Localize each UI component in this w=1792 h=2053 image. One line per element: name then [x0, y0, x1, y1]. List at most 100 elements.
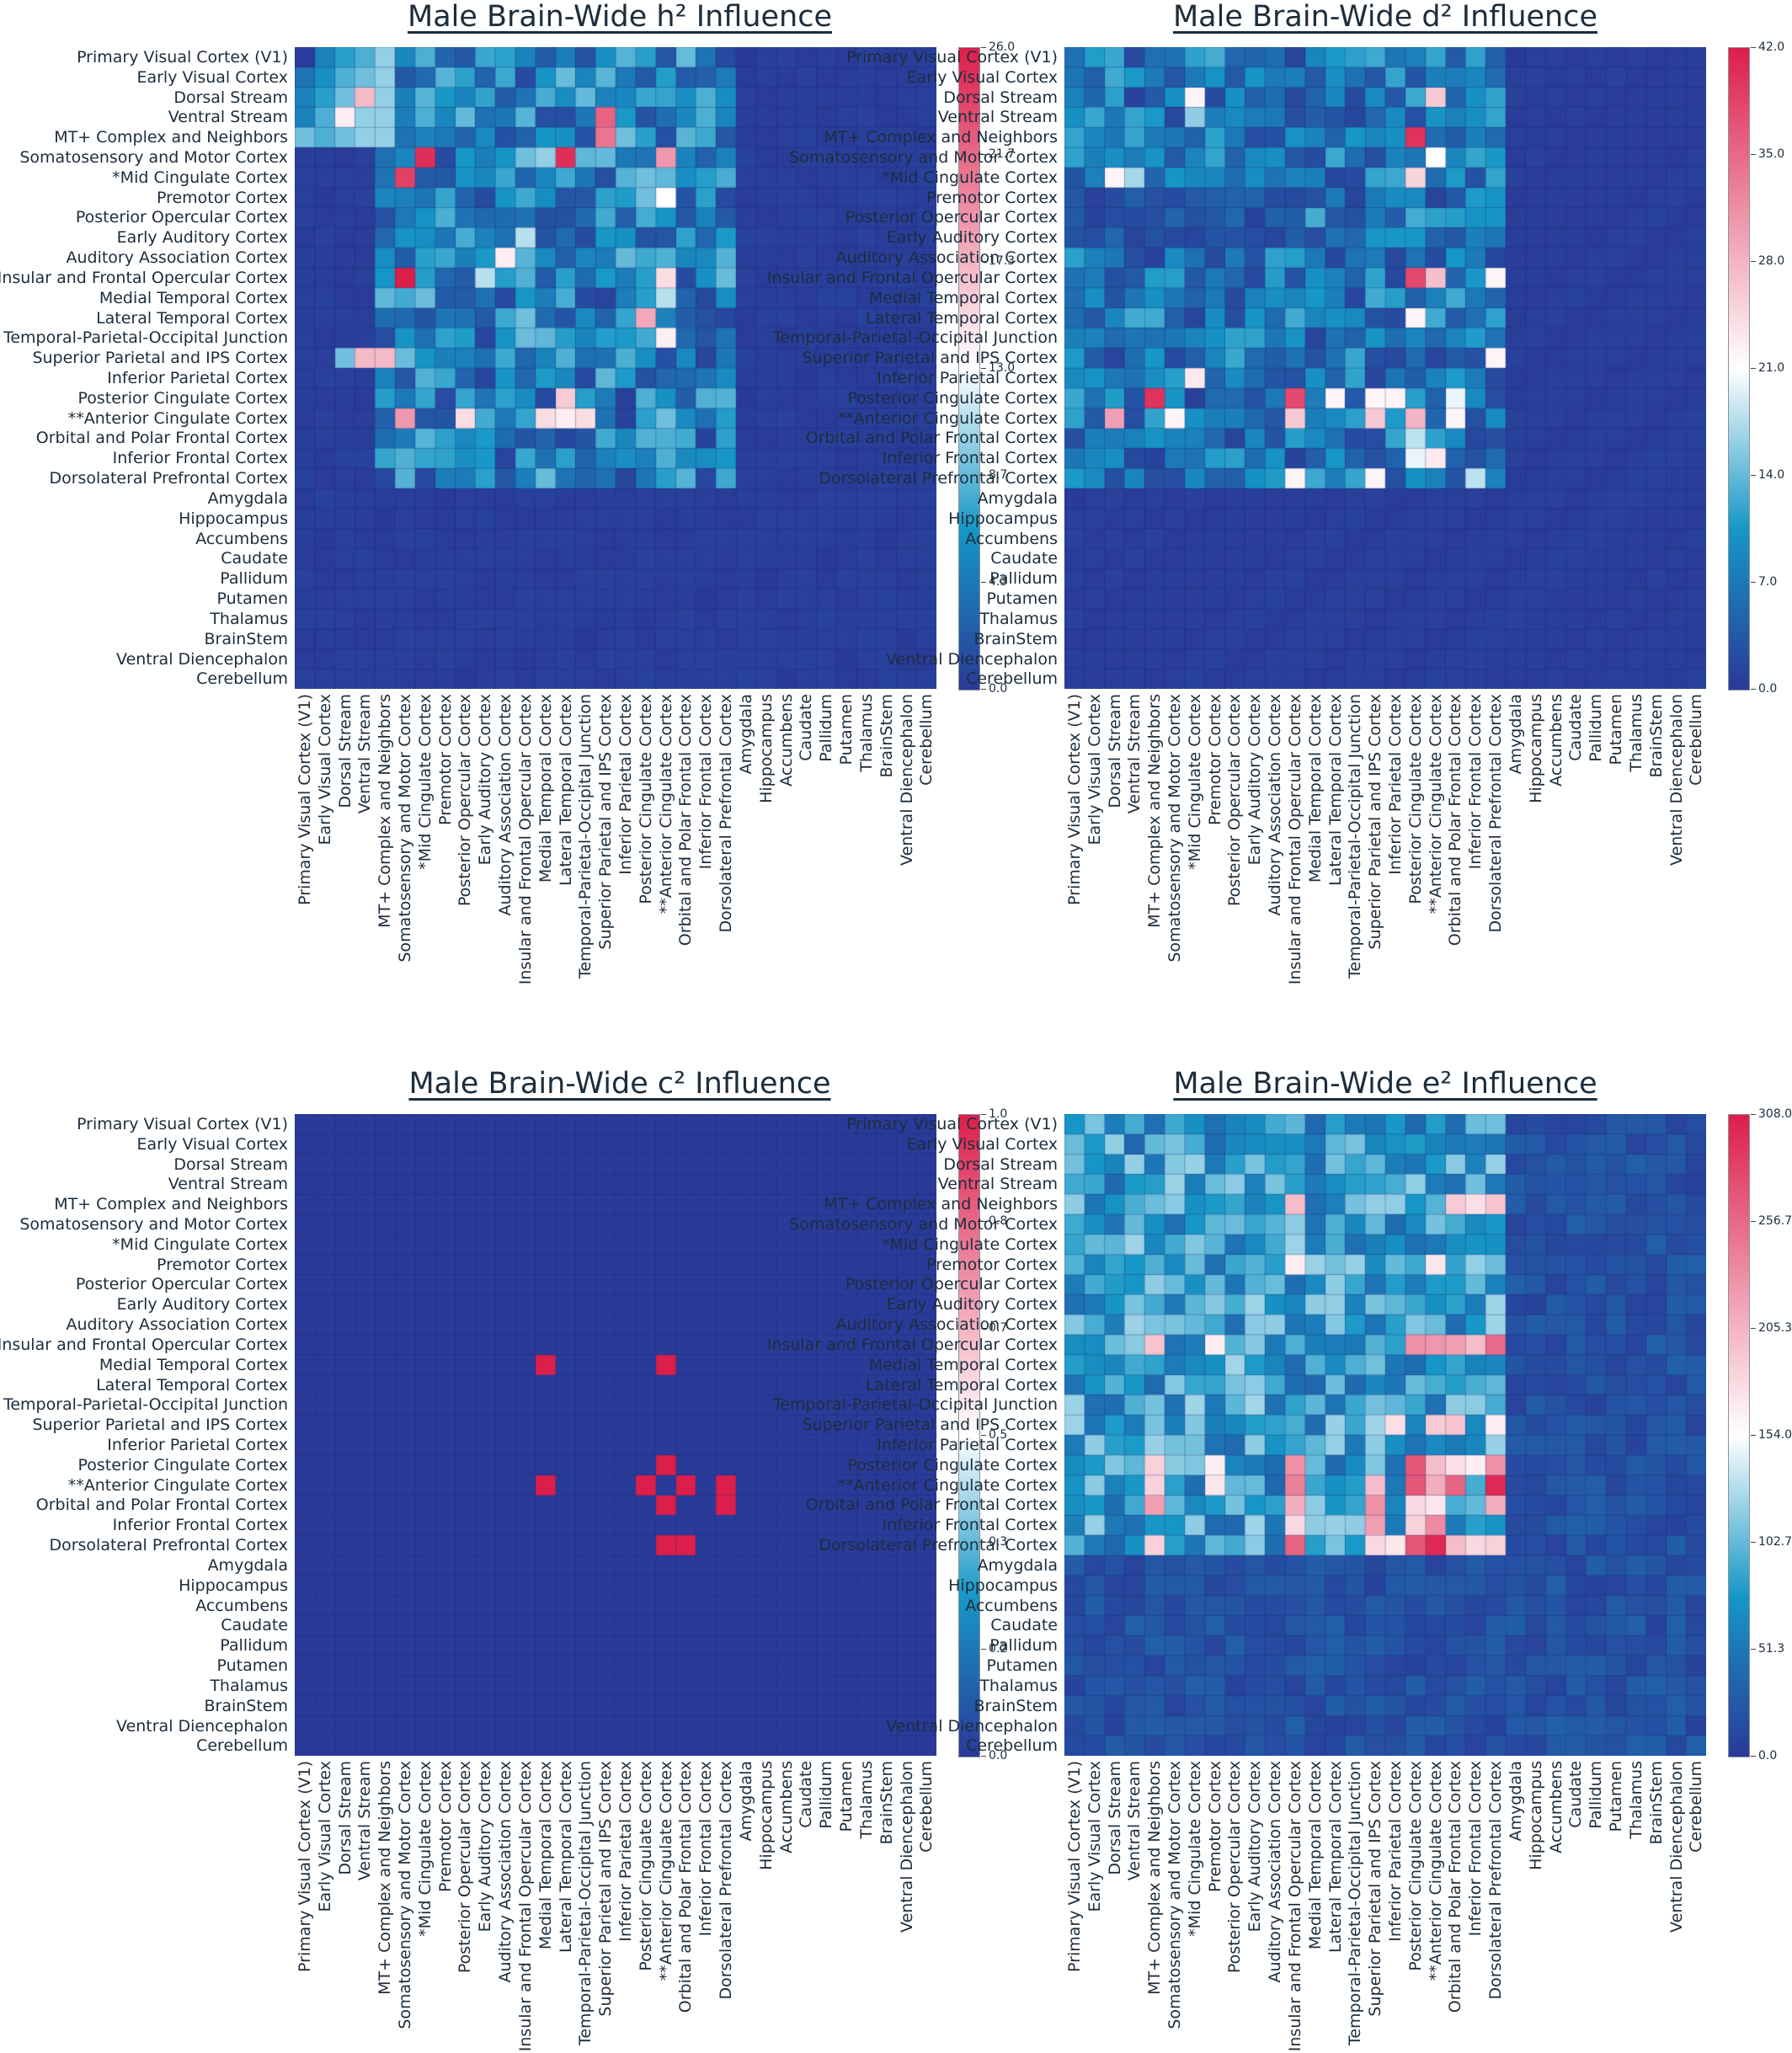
row-label: Primary Visual Cortex (V1) — [77, 1114, 288, 1133]
row-label: Primary Visual Cortex (V1) — [77, 47, 288, 67]
row-label: Inferior Frontal Cortex — [112, 449, 288, 468]
row-label: Dorsolateral Prefrontal Cortex — [49, 469, 288, 488]
row-label: **Anterior Cingulate Cortex — [837, 408, 1058, 428]
row-label: Somatosensory and Motor Cortex — [789, 1215, 1058, 1234]
row-label: Early Visual Cortex — [136, 67, 288, 87]
row-labels-c2: Primary Visual Cortex (V1) Early Visual C… — [0, 1114, 288, 1756]
column-label: Cerebellum — [1687, 694, 1706, 786]
row-label: Early Auditory Cortex — [886, 1295, 1058, 1314]
column-label: Primary Visual Cortex (V1) — [295, 694, 314, 905]
row-label: Inferior Frontal Cortex — [112, 1516, 288, 1535]
colorbar-tick-label: 28.0 — [1750, 254, 1785, 268]
column-label: Pallidum — [1587, 1761, 1606, 1829]
row-label: Posterior Opercular Cortex — [845, 1275, 1058, 1294]
row-label: Inferior Parietal Cortex — [877, 1436, 1058, 1455]
row-label: Inferior Frontal Cortex — [882, 1516, 1058, 1535]
row-label: MT+ Complex and Neighbors — [824, 1195, 1058, 1214]
row-label: Early Auditory Cortex — [116, 228, 288, 248]
row-label: Lateral Temporal Cortex — [866, 1375, 1058, 1394]
panel-title-c2: Male Brain-Wide c² Influence — [408, 1067, 831, 1101]
column-label: Inferior Frontal Cortex — [696, 694, 716, 870]
row-label: Caudate — [990, 549, 1058, 568]
column-label: BrainStem — [877, 1761, 896, 1845]
row-label: Lateral Temporal Cortex — [96, 1375, 288, 1394]
column-label: Early Auditory Cortex — [1245, 1761, 1265, 1933]
column-label: *Mid Cingulate Cortex — [415, 1761, 435, 1937]
colorbar-tick-label: 42.0 — [1750, 40, 1785, 54]
row-label: BrainStem — [973, 1696, 1058, 1715]
row-label: Ventral Diencephalon — [116, 649, 288, 669]
column-label: MT+ Complex and Neighbors — [1145, 694, 1165, 928]
colorbar-tick-label: 7.0 — [1750, 575, 1778, 589]
column-label: Early Auditory Cortex — [476, 694, 495, 866]
column-label: Superior Parietal and IPS Cortex — [1366, 694, 1385, 950]
row-label: Superior Parietal and IPS Cortex — [802, 1416, 1058, 1435]
row-label: Posterior Cingulate Cortex — [77, 388, 288, 408]
colorbar-tick-label: 17.3 — [980, 254, 1016, 268]
row-label: Hippocampus — [179, 509, 288, 528]
column-label: Early Visual Cortex — [315, 694, 334, 845]
column-label: Inferior Frontal Cortex — [1466, 694, 1485, 870]
colorbar-tick-label: 51.3 — [1750, 1642, 1785, 1656]
column-label: Lateral Temporal Cortex — [1325, 694, 1345, 886]
column-label: Thalamus — [1626, 1761, 1645, 1839]
row-label: Premotor Cortex — [156, 1255, 288, 1274]
row-label: Hippocampus — [948, 1576, 1058, 1595]
column-label: Lateral Temporal Cortex — [556, 1761, 575, 1953]
row-label: Auditory Association Cortex — [66, 248, 288, 268]
row-label: Posterior Opercular Cortex — [845, 208, 1058, 227]
column-label: Early Auditory Cortex — [1245, 694, 1265, 866]
column-label: Posterior Opercular Cortex — [1225, 694, 1245, 907]
row-labels-d2: Primary Visual Cortex (V1) Early Visual C… — [0, 47, 1058, 689]
row-label: Amygdala — [207, 1555, 288, 1575]
colorbar-tick-label: 308.0 — [1750, 1107, 1792, 1121]
row-label: Ventral Diencephalon — [886, 1716, 1058, 1736]
column-label: Caudate — [1566, 1761, 1586, 1828]
row-label: Caudate — [221, 549, 288, 568]
row-label: Posterior Cingulate Cortex — [847, 388, 1058, 408]
column-label: Somatosensory and Motor Cortex — [1165, 1761, 1184, 2029]
row-label: Somatosensory and Motor Cortex — [19, 1215, 288, 1234]
row-label: Auditory Association Cortex — [66, 1315, 288, 1335]
column-label: Putamen — [1607, 694, 1626, 765]
column-label: Dorsal Stream — [335, 694, 355, 808]
column-label: Insular and Frontal Opercular Cortex — [515, 694, 535, 985]
row-label: Cerebellum — [196, 1736, 288, 1756]
column-label: Amygdala — [1506, 1761, 1525, 1842]
colorbar-tick-label: 21.0 — [1750, 361, 1785, 375]
row-label: Posterior Cingulate Cortex — [847, 1455, 1058, 1474]
column-label: Orbital and Polar Frontal Cortex — [676, 694, 696, 947]
column-label: Dorsolateral Prefrontal Cortex — [1486, 694, 1506, 933]
column-label: Caudate — [1566, 694, 1586, 761]
column-label: Ventral Diencephalon — [897, 1761, 916, 1933]
heatmap-grid-d2 — [1064, 47, 1706, 689]
row-label: Inferior Frontal Cortex — [882, 449, 1058, 468]
colorbar-d2 — [1728, 47, 1750, 691]
colorbar-c2 — [958, 1114, 980, 1757]
row-label: Premotor Cortex — [925, 188, 1058, 207]
row-label: Orbital and Polar Frontal Cortex — [35, 1496, 288, 1515]
row-label: Caudate — [221, 1616, 288, 1635]
column-label: Primary Visual Cortex (V1) — [1064, 694, 1084, 905]
column-label: Ventral Diencephalon — [1667, 694, 1686, 866]
column-label: *Mid Cingulate Cortex — [415, 694, 435, 870]
column-label: Pallidum — [817, 1761, 836, 1829]
row-label: *Mid Cingulate Cortex — [112, 168, 288, 187]
column-label: Thalamus — [856, 694, 876, 772]
row-label: Posterior Cingulate Cortex — [77, 1455, 288, 1474]
row-label: Putamen — [986, 589, 1059, 609]
row-label: Putamen — [216, 1656, 289, 1676]
column-label: Early Visual Cortex — [315, 1761, 334, 1912]
row-label: BrainStem — [204, 1696, 288, 1715]
row-label: Dorsolateral Prefrontal Cortex — [819, 469, 1058, 488]
column-label: Medial Temporal Cortex — [1305, 694, 1325, 883]
row-label: Orbital and Polar Frontal Cortex — [35, 429, 288, 448]
row-label: Premotor Cortex — [925, 1255, 1058, 1274]
column-label: Early Visual Cortex — [1085, 1761, 1104, 1912]
column-label: Auditory Association Cortex — [1266, 1761, 1285, 1983]
column-label: Hippocampus — [1526, 1761, 1545, 1870]
row-label: Accumbens — [195, 529, 288, 548]
column-label: Posterior Cingulate Cortex — [1405, 694, 1425, 904]
column-label: Primary Visual Cortex (V1) — [1064, 1761, 1084, 1972]
row-label: Orbital and Polar Frontal Cortex — [805, 1496, 1058, 1515]
